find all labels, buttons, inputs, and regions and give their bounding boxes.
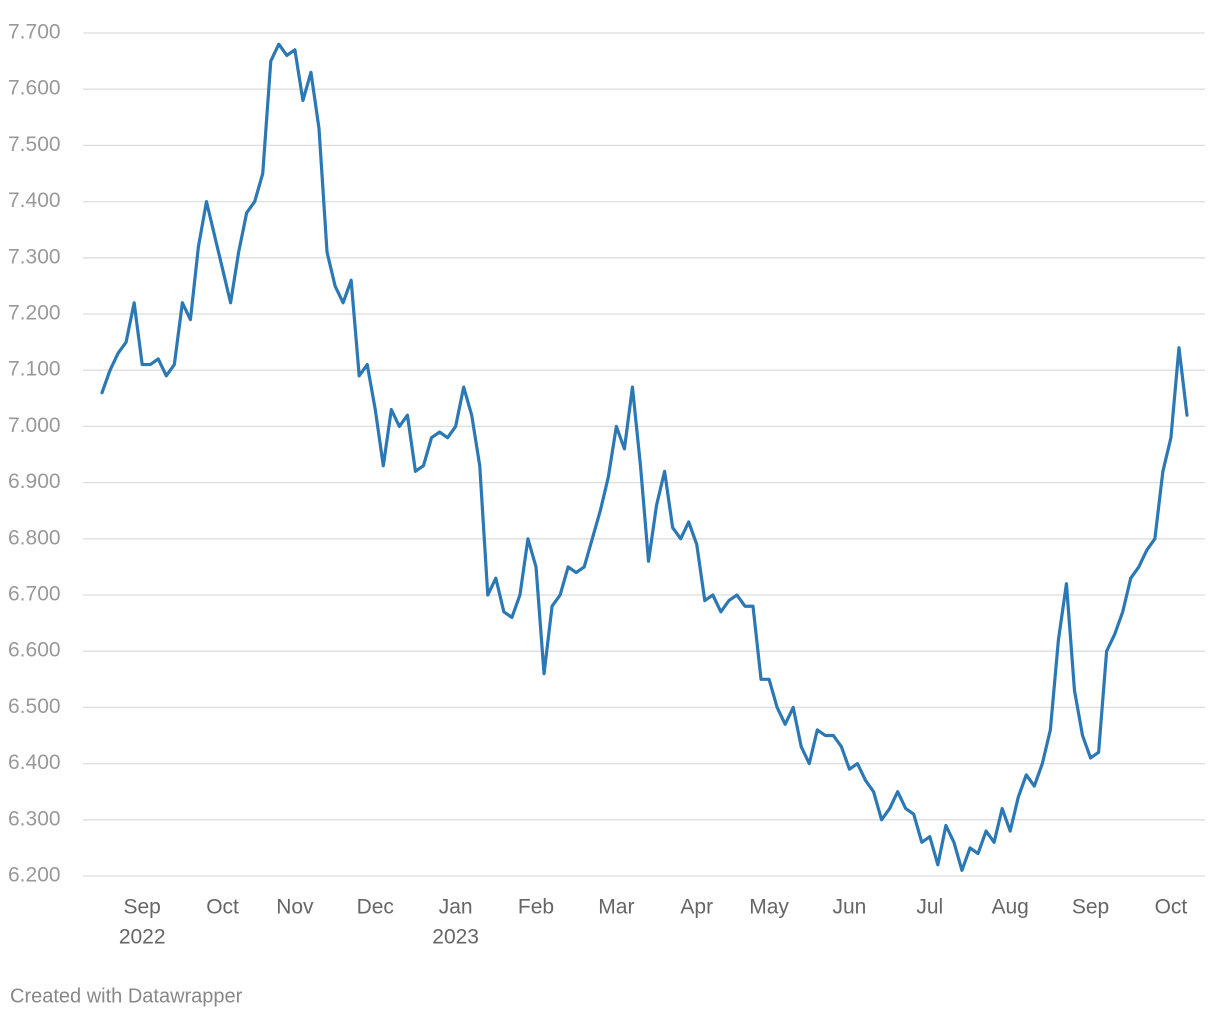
x-tick-label: Feb [518,896,554,919]
y-tick-label: 7.100 [8,358,61,381]
line [100,42,1189,872]
y-tick-label: 6.800 [8,526,61,549]
x-tick-label: Mar [598,896,634,919]
x-tick-label: Nov [276,896,314,919]
y-tick-label: 7.400 [8,189,61,212]
x-tick-label: Aug [991,896,1028,919]
y-tick-label: 6.200 [8,864,61,887]
y-tick-label: 6.900 [8,470,61,493]
y-tick-label: 7.600 [8,77,61,100]
y-tick-label: 6.300 [8,807,61,830]
footer: Created with Datawrapper [10,985,243,1007]
x-tick-label: Jun [833,896,867,919]
x-tick-label: Dec [357,896,394,919]
y-tick-label: 7.500 [8,133,61,156]
y-tick-label: 6.500 [8,695,61,718]
x-tick-label: Oct [206,896,239,919]
y-tick-label: 7.300 [8,245,61,268]
x-tick-label: Apr [680,896,713,919]
y-tick-label: 6.700 [8,583,61,606]
y-tick-label: 6.600 [8,639,61,662]
x-year-label: 2023 [432,926,479,949]
x-tick-label: Jan [439,896,473,919]
x-tick-label: Sep [123,896,160,919]
x-tick-label: Oct [1155,896,1188,919]
y-tick-label: 7.700 [8,21,61,44]
y-tick-label: 7.200 [8,302,61,325]
y-tick-label: 7.000 [8,414,61,437]
x-year-label: 2022 [119,926,166,949]
x-tick-label: Jul [916,896,943,919]
x-tick-label: May [749,896,789,919]
x-tick-label: Sep [1072,896,1109,919]
y-tick-label: 6.400 [8,751,61,774]
